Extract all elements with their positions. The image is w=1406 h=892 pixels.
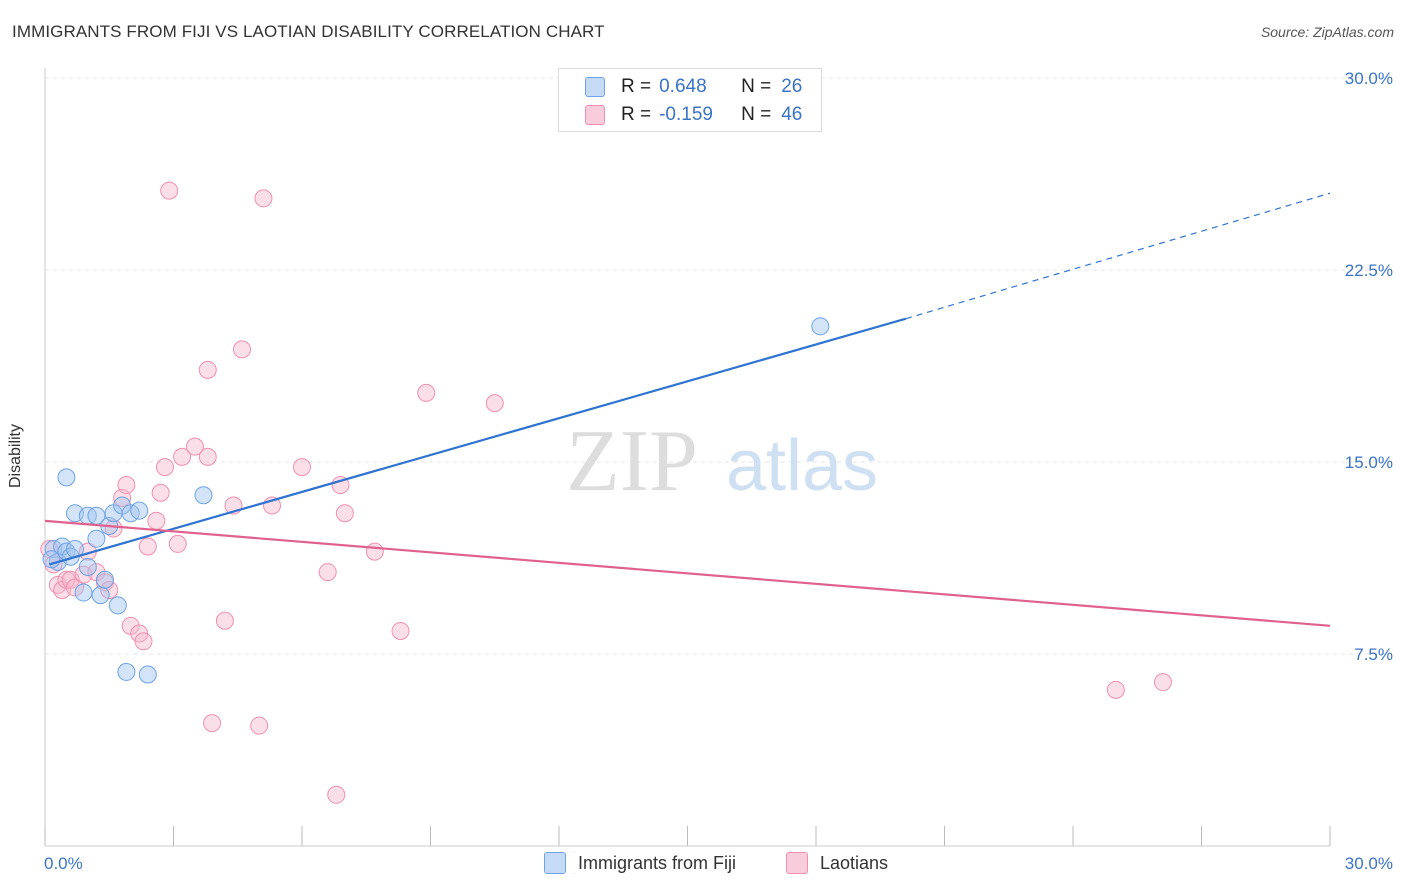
- laotians-point: [198, 360, 217, 379]
- laotians-point: [365, 542, 384, 561]
- legend-n-value: 46: [781, 104, 803, 125]
- y-tick-label: 22.5%: [1345, 261, 1393, 280]
- fiji-point: [74, 583, 93, 602]
- laotians-point: [198, 447, 217, 466]
- laotians-point: [417, 383, 436, 402]
- legend: R = 0.648 N = 26 R = -0.159 N = 46: [558, 68, 822, 132]
- fiji-point: [194, 486, 213, 505]
- laotians-point: [331, 476, 350, 495]
- laotians-point: [391, 621, 410, 640]
- fiji-point: [42, 550, 61, 569]
- legend-n-value: 26: [781, 76, 803, 97]
- y-tick-label: 15.0%: [1345, 453, 1393, 472]
- laotians-point: [100, 581, 119, 599]
- legend-swatch-fiji: [585, 77, 605, 97]
- laotians-point: [1106, 680, 1125, 699]
- bottom-legend-laotians: Laotians: [786, 852, 888, 874]
- laotians-point: [117, 476, 136, 495]
- legend-r-value: 0.648: [659, 76, 707, 97]
- laotians-point: [147, 511, 166, 530]
- laotians-point: [134, 632, 153, 651]
- fiji-point: [87, 529, 106, 548]
- fiji-point: [57, 468, 76, 487]
- legend-n-label: N =: [741, 104, 772, 125]
- chart-title: IMMIGRANTS FROM FIJI VS LAOTIAN DISABILI…: [12, 22, 605, 41]
- laotians-point: [173, 447, 192, 466]
- fiji-point: [811, 317, 830, 336]
- laotians-point: [168, 534, 187, 553]
- laotians-point: [215, 611, 234, 630]
- laotians-point: [327, 785, 346, 804]
- fiji-point: [138, 665, 157, 684]
- x-tick-label: 30.0%: [1345, 854, 1393, 873]
- data-points: [40, 181, 1172, 804]
- y-tick-label: 30.0%: [1345, 69, 1393, 88]
- laotians-point: [254, 189, 273, 208]
- laotians-point: [65, 578, 84, 597]
- laotians-point: [335, 504, 354, 523]
- x-tick-label: 0.0%: [44, 854, 83, 873]
- laotians-point: [293, 458, 311, 477]
- laotians-point: [233, 340, 252, 359]
- fiji-point: [117, 662, 136, 681]
- trend-lines: [44, 192, 1331, 627]
- grid-lines: [45, 77, 1392, 655]
- watermark: ZIP atlas: [566, 413, 878, 510]
- watermark-atlas: atlas: [726, 426, 878, 506]
- legend-r-value: -0.159: [659, 104, 713, 125]
- legend-row-laotians: R = -0.159 N = 46: [585, 103, 802, 127]
- laotians-point: [160, 181, 179, 200]
- laotians-point: [203, 714, 222, 733]
- fiji-point: [95, 570, 114, 589]
- laotians-point: [155, 458, 174, 477]
- fiji-point: [108, 596, 127, 615]
- bottom-swatch-laotians: [786, 852, 808, 874]
- laotians-point: [318, 563, 337, 582]
- bottom-legend-laotians-label: Laotians: [820, 852, 889, 873]
- legend-swatch-laotians: [585, 105, 605, 125]
- laotians-point: [1153, 673, 1172, 692]
- laotians-point: [138, 537, 157, 556]
- tick-labels: 7.5% 15.0% 22.5% 30.0% 0.0% 30.0%: [44, 69, 1393, 873]
- laotians-trend-line: [44, 519, 1331, 627]
- bottom-swatch-fiji: [544, 852, 566, 874]
- bottom-legend-fiji-label: Immigrants from Fiji: [578, 852, 737, 873]
- legend-row-fiji: R = 0.648 N = 26: [585, 75, 802, 99]
- laotians-point: [151, 483, 170, 502]
- laotians-point: [185, 437, 204, 456]
- laotians-point: [250, 716, 269, 735]
- laotians-point: [485, 394, 504, 413]
- legend-r-label: R =: [621, 76, 652, 97]
- fiji-trend-extension: [905, 192, 1331, 320]
- axes: [44, 68, 1331, 847]
- legend-n-label: N =: [741, 76, 772, 97]
- fiji-point: [78, 557, 97, 576]
- bottom-legend-fiji: Immigrants from Fiji: [544, 852, 736, 874]
- y-tick-label: 7.5%: [1354, 645, 1393, 664]
- legend-r-label: R =: [621, 104, 652, 125]
- fiji-point: [130, 501, 149, 520]
- watermark-zip: ZIP: [566, 413, 698, 510]
- source-label: Source: ZipAtlas.com: [1260, 24, 1394, 40]
- fiji-point: [91, 586, 110, 605]
- fiji-trend-line: [48, 317, 907, 566]
